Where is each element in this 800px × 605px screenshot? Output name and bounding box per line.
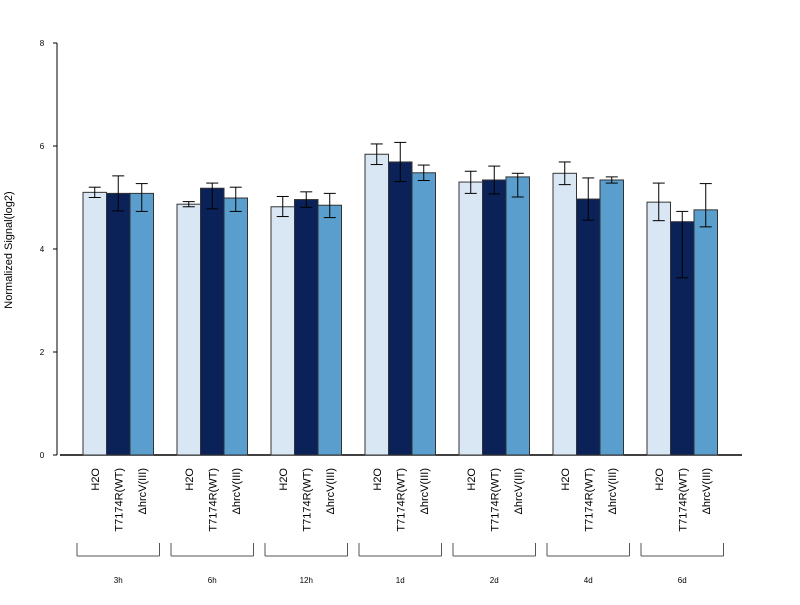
bar <box>82 191 107 456</box>
bar-label: H2O <box>278 468 290 491</box>
group-label: 2d <box>490 576 499 585</box>
y-axis-label: Normalized Signal(log2) <box>3 191 15 308</box>
bar <box>693 209 718 456</box>
group-label: 3h <box>114 576 123 585</box>
bar <box>458 181 483 456</box>
bar-label: H2O <box>466 468 478 491</box>
bar-label: H2O <box>560 468 572 491</box>
bar <box>364 153 389 456</box>
bar <box>599 179 624 456</box>
bar-label: ΔhrcV(III) <box>419 468 431 514</box>
group-label: 12h <box>300 576 313 585</box>
bar <box>270 206 295 456</box>
bar <box>552 172 577 456</box>
y-tick-label: 6 <box>40 142 45 151</box>
bar <box>317 204 342 456</box>
bar-label: T7174R(WT) <box>489 468 501 532</box>
bar-label: T7174R(WT) <box>301 468 313 532</box>
bar-label: T7174R(WT) <box>113 468 125 532</box>
bar <box>576 198 601 456</box>
bar-label: H2O <box>654 468 666 491</box>
bar-label: H2O <box>372 468 384 491</box>
bar-label: H2O <box>90 468 102 491</box>
bar-label: T7174R(WT) <box>207 468 219 532</box>
bar-label: ΔhrcV(III) <box>325 468 337 514</box>
bar-label: H2O <box>184 468 196 491</box>
bar <box>482 179 507 456</box>
y-tick-label: 4 <box>40 245 45 254</box>
bar-label: T7174R(WT) <box>583 468 595 532</box>
bar <box>294 199 319 456</box>
bar-label: ΔhrcV(III) <box>231 468 243 514</box>
bar-label: T7174R(WT) <box>395 468 407 532</box>
group-label: 6d <box>678 576 687 585</box>
y-tick-label: 0 <box>40 451 45 460</box>
bar <box>646 201 671 456</box>
bar <box>223 197 248 456</box>
bar-label: ΔhrcV(III) <box>137 468 149 514</box>
bar <box>129 192 154 456</box>
group-label: 4d <box>584 576 593 585</box>
bar-label: ΔhrcV(III) <box>607 468 619 514</box>
y-tick-label: 8 <box>40 39 45 48</box>
y-tick-label: 2 <box>40 348 45 357</box>
bar <box>176 203 201 456</box>
bar <box>411 172 436 456</box>
bar <box>505 176 530 456</box>
bar <box>200 187 225 456</box>
bar-label: ΔhrcV(III) <box>701 468 713 514</box>
bar-label: T7174R(WT) <box>677 468 689 532</box>
group-label: 6h <box>208 576 217 585</box>
bar <box>106 192 131 456</box>
bar-label: ΔhrcV(III) <box>513 468 525 514</box>
bar <box>388 161 413 456</box>
group-label: 1d <box>396 576 405 585</box>
